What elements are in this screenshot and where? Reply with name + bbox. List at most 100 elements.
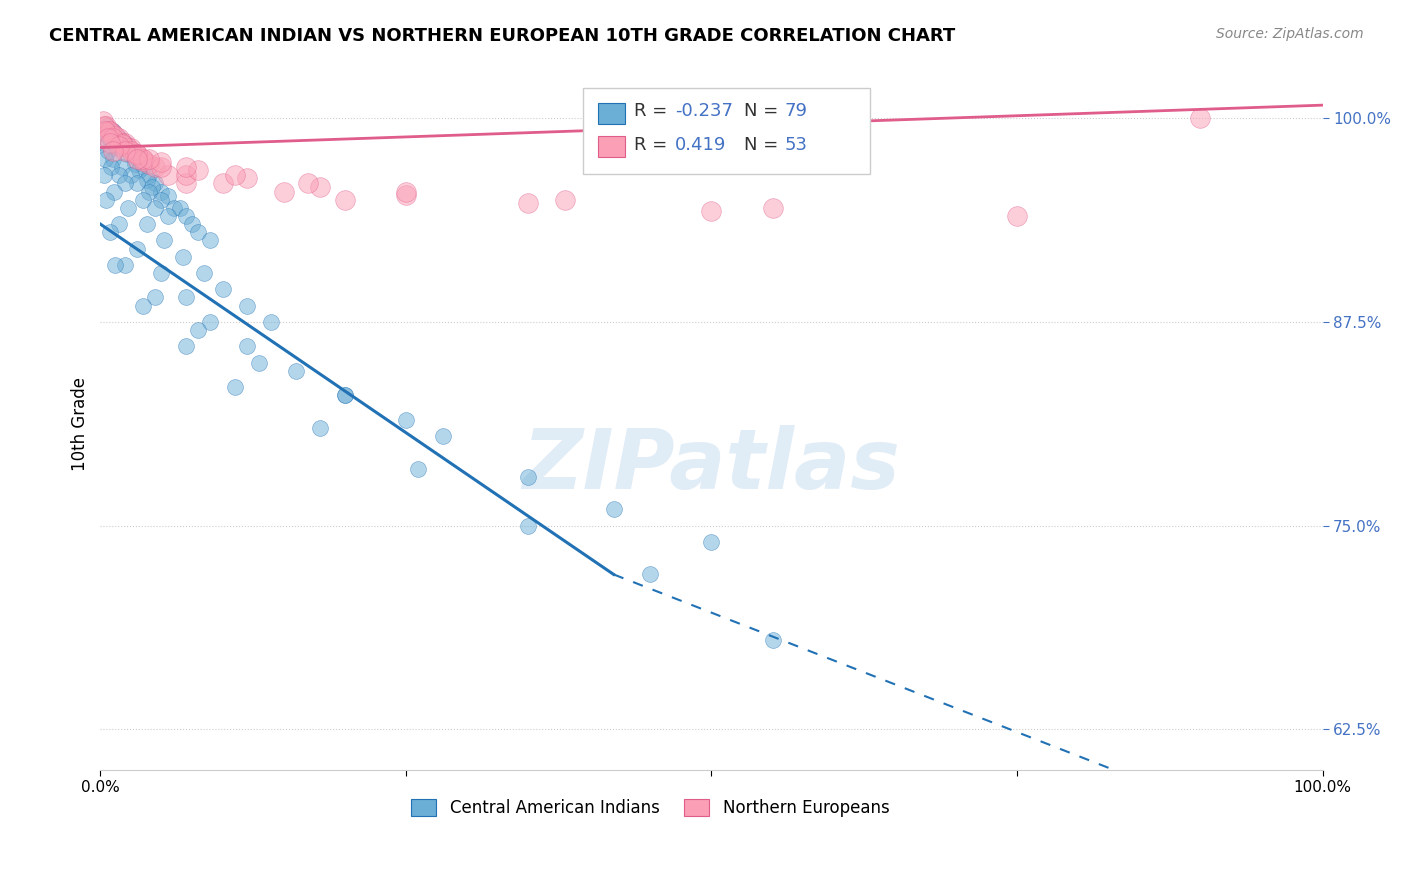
Point (103, 185, 125, 199)
Point (1189, 111, 1212, 125)
Point (224, 168, 246, 182)
Point (156, 168, 179, 182)
Point (187, 225, 209, 239)
Point (101, 130, 124, 145)
Point (395, 185, 418, 199)
Point (211, 177, 233, 191)
Point (143, 160, 166, 174)
Point (187, 323, 209, 337)
Point (125, 152, 148, 166)
Point (284, 364, 307, 378)
Point (406, 461, 429, 475)
Point (333, 193, 356, 207)
Text: ZIPatlas: ZIPatlas (523, 425, 900, 506)
Point (432, 429, 454, 443)
Point (143, 290, 166, 304)
Text: R =: R = (634, 103, 673, 120)
Point (395, 412, 418, 426)
Point (554, 193, 576, 207)
Point (114, 177, 136, 191)
Point (150, 160, 173, 174)
Point (174, 177, 197, 191)
Point (124, 147, 146, 161)
Point (98, 124, 121, 138)
Point (132, 152, 155, 166)
Point (517, 195, 540, 210)
Point (107, 130, 129, 145)
Point (132, 193, 155, 207)
Point (333, 388, 356, 402)
Point (94, 124, 117, 138)
Point (163, 201, 186, 215)
Text: 53: 53 (785, 136, 808, 153)
Point (138, 157, 160, 171)
Point (104, 258, 127, 272)
Point (602, 502, 624, 516)
Point (115, 147, 138, 161)
Point (224, 380, 246, 394)
Point (120, 144, 142, 158)
Point (247, 356, 270, 370)
FancyBboxPatch shape (598, 103, 624, 124)
Point (309, 179, 332, 194)
Point (187, 163, 209, 178)
Point (174, 168, 197, 182)
Point (200, 315, 222, 329)
Point (91, 136, 114, 150)
Point (236, 171, 259, 186)
Y-axis label: 10th Grade: 10th Grade (72, 376, 89, 471)
Point (96, 120, 118, 134)
Point (97, 144, 120, 158)
Point (174, 160, 197, 174)
Point (761, 201, 783, 215)
Point (132, 152, 155, 166)
Point (107, 139, 129, 153)
Point (135, 173, 157, 187)
Point (309, 421, 332, 435)
Text: Source: ZipAtlas.com: Source: ZipAtlas.com (1216, 27, 1364, 41)
Text: CENTRAL AMERICAN INDIAN VS NORTHERN EUROPEAN 10TH GRADE CORRELATION CHART: CENTRAL AMERICAN INDIAN VS NORTHERN EURO… (49, 27, 956, 45)
Point (98, 132, 121, 146)
Point (93, 120, 115, 134)
Point (172, 250, 194, 264)
Point (125, 242, 148, 256)
Point (150, 155, 173, 169)
Text: 0.419: 0.419 (675, 136, 725, 153)
Point (236, 339, 259, 353)
Point (517, 518, 540, 533)
Point (101, 128, 124, 142)
Point (120, 144, 142, 158)
Point (156, 209, 179, 223)
Point (174, 339, 197, 353)
Point (104, 129, 127, 144)
Point (117, 201, 139, 215)
Point (193, 266, 215, 280)
Point (125, 152, 148, 166)
Point (132, 153, 155, 168)
Point (117, 140, 139, 154)
Point (700, 204, 723, 219)
Point (181, 217, 204, 231)
Point (333, 388, 356, 402)
Text: R =: R = (634, 136, 679, 153)
Point (114, 136, 136, 150)
Point (132, 299, 155, 313)
Point (700, 534, 723, 549)
Point (111, 137, 134, 152)
Point (101, 144, 124, 158)
Point (97, 130, 120, 145)
Point (138, 185, 160, 199)
Point (156, 189, 179, 203)
Point (101, 152, 124, 166)
Point (761, 632, 783, 647)
Point (297, 177, 319, 191)
Point (98, 136, 121, 150)
Point (96, 193, 118, 207)
Point (107, 130, 129, 145)
Legend: Central American Indians, Northern Europeans: Central American Indians, Northern Europ… (405, 792, 896, 824)
Point (125, 177, 148, 191)
Point (138, 168, 160, 182)
Point (200, 234, 222, 248)
Point (236, 299, 259, 313)
Point (128, 163, 150, 178)
